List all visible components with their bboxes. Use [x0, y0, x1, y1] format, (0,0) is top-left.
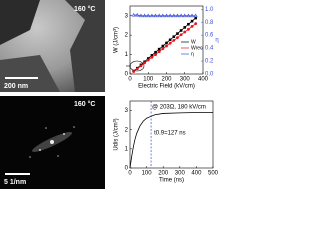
marker — [187, 22, 190, 26]
marker — [157, 47, 161, 51]
marker — [179, 29, 183, 32]
marker — [182, 13, 187, 18]
marker — [143, 61, 147, 65]
diffraction-temperature: 160 °C — [74, 100, 95, 108]
marker — [157, 50, 161, 54]
y-tick-label: 1 — [125, 146, 129, 152]
y-axis-label: Udis (J/cm³) — [114, 118, 120, 150]
y2-tick-label: 0.4 — [205, 46, 214, 52]
tem-image: 160 °C 200 nm — [0, 0, 105, 92]
y2-tick-label: 0.2 — [205, 59, 214, 65]
marker — [172, 38, 176, 42]
marker — [150, 54, 154, 57]
marker — [165, 44, 168, 48]
marker — [172, 35, 176, 38]
x-tick-label: 0 — [128, 77, 132, 83]
marker — [139, 64, 143, 68]
marker — [194, 22, 198, 26]
marker — [187, 27, 190, 31]
y2-axis-label: η — [215, 38, 218, 44]
marker — [179, 33, 183, 37]
annotation: @ 203Ω, 180 kV/cm — [152, 105, 206, 111]
x-tick-label: 400 — [191, 171, 202, 177]
marker — [164, 13, 169, 18]
x-tick-label: 100 — [142, 171, 153, 177]
y2-tick-label: 0.8 — [205, 20, 214, 26]
y-tick-label: 1 — [125, 52, 129, 58]
x-tick-label: 100 — [143, 77, 154, 83]
marker — [168, 13, 173, 18]
marker — [161, 47, 165, 51]
marker — [190, 19, 194, 23]
y-tick-label: 3 — [125, 13, 129, 19]
y-axis-label: W (J/cm³) — [114, 27, 120, 53]
marker — [135, 12, 140, 17]
diffraction-image: 160 °C 5 1/nm — [0, 96, 105, 189]
marker — [168, 38, 172, 42]
legend-label: W — [191, 39, 196, 45]
marker — [179, 13, 184, 18]
x-tick-label: 0 — [128, 171, 132, 177]
marker — [157, 13, 162, 18]
marker — [153, 13, 158, 18]
marker — [154, 50, 157, 54]
x-axis-label: Time (ns) — [159, 178, 184, 184]
marker — [132, 70, 136, 73]
y2-tick-label: 0.6 — [205, 33, 214, 39]
x-tick-label: 500 — [208, 171, 219, 177]
marker — [183, 26, 187, 29]
y2-tick-label: 0.0 — [205, 72, 214, 78]
marker — [161, 44, 165, 48]
marker — [149, 13, 154, 18]
marker — [150, 55, 154, 59]
marker — [183, 30, 187, 34]
marker — [190, 13, 195, 18]
marker — [142, 13, 147, 18]
series-line — [129, 112, 213, 169]
y2-tick-label: 1.0 — [205, 7, 214, 13]
marker — [194, 16, 197, 20]
y-tick-label: 2 — [125, 127, 129, 133]
marker — [176, 36, 179, 40]
marker — [186, 13, 191, 18]
marker — [146, 57, 150, 60]
marker — [131, 12, 136, 17]
y-tick-label: 2 — [125, 33, 129, 39]
marker — [176, 32, 179, 35]
y-tick-label: 0 — [125, 166, 129, 172]
x-tick-label: 200 — [158, 171, 169, 177]
marker — [160, 13, 165, 18]
marker — [190, 25, 194, 28]
series-line — [133, 23, 196, 72]
tem-scale: 200 nm — [4, 83, 28, 90]
marker — [135, 67, 139, 71]
marker — [193, 13, 198, 18]
marker — [146, 58, 150, 62]
series-line — [133, 17, 196, 72]
x-axis-label: Electric Field (kV/cm) — [138, 84, 195, 90]
legend-label: Wrec — [191, 45, 203, 51]
y-tick-label: 0 — [125, 72, 129, 78]
marker — [165, 41, 168, 45]
diffraction-scale: 5 1/nm — [4, 179, 26, 186]
figure: 160 °C 200 nm 160 °C 5 1/nm 0 100 200 300 40… — [0, 0, 219, 189]
marker — [171, 13, 176, 18]
marker-label: t0.9=127 ns — [154, 131, 186, 137]
y-tick-label: 3 — [125, 108, 129, 114]
marker — [154, 53, 157, 56]
legend-label: η — [191, 51, 194, 57]
tem-temperature: 160 °C — [74, 5, 95, 13]
series-line — [133, 14, 196, 17]
marker — [138, 13, 143, 18]
x-tick-label: 400 — [198, 77, 209, 83]
marker — [168, 41, 172, 45]
x-tick-label: 300 — [175, 171, 186, 177]
x-tick-label: 200 — [161, 77, 172, 83]
marker — [146, 13, 151, 18]
x-tick-label: 300 — [180, 77, 191, 83]
plot-frame — [129, 100, 214, 169]
marker — [175, 13, 180, 18]
